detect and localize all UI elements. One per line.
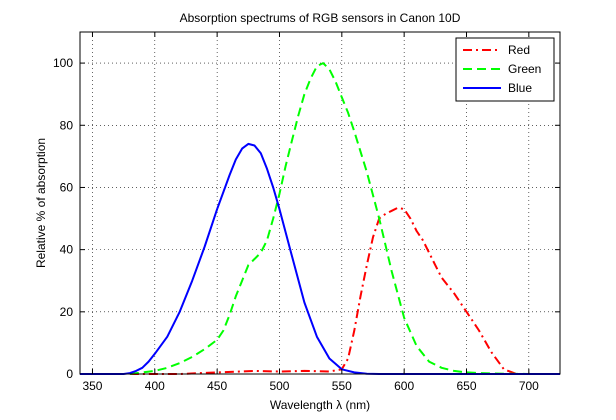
x-tick-label: 450	[207, 379, 227, 393]
x-tick-label: 700	[519, 379, 539, 393]
x-tick-label: 550	[332, 379, 352, 393]
series-lines	[80, 62, 560, 375]
y-tick-label: 20	[60, 305, 74, 319]
x-tick-label: 350	[82, 379, 102, 393]
legend-box	[455, 37, 555, 102]
x-tick-label: 600	[394, 379, 414, 393]
chart-title: Absorption spectrums of RGB sensors in C…	[180, 11, 461, 25]
y-tick-label: 40	[60, 243, 74, 257]
series-line-green	[129, 62, 560, 375]
y-tick-label: 0	[66, 367, 73, 381]
legend-label-blue: Blue	[508, 81, 532, 95]
x-axis-label: Wavelength λ (nm)	[270, 398, 370, 412]
y-tick-label: 80	[60, 118, 74, 132]
x-tick-label: 650	[456, 379, 476, 393]
legend-label-green: Green	[508, 62, 541, 76]
series-line-blue	[80, 142, 560, 375]
x-tick-label: 500	[269, 379, 289, 393]
plot-area-frame	[79, 31, 561, 375]
axis-ticks: 350 400 450 500 550 600 650 700 0 20 40 60 80 100	[53, 32, 560, 393]
x-tick-label: 400	[145, 379, 165, 393]
y-axis-label: Relative % of absorption	[34, 138, 48, 268]
series-line-red	[129, 206, 560, 375]
chart-legend: Red Green Blue	[455, 37, 555, 102]
legend-label-red: Red	[508, 43, 530, 57]
y-tick-label: 100	[53, 56, 73, 70]
y-tick-label: 60	[60, 180, 74, 194]
